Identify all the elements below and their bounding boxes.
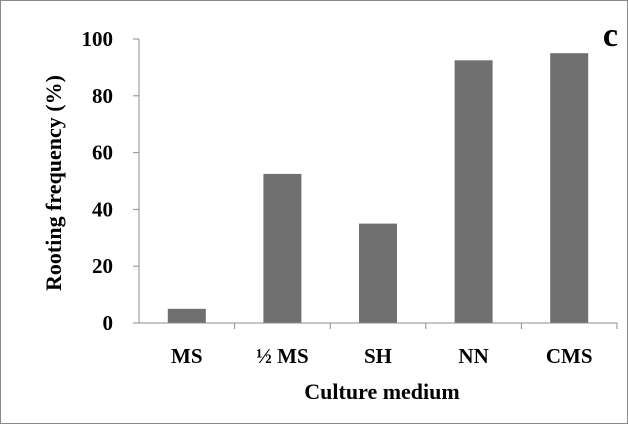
y-ticks-group: 0 20 40 60 80 100 [82,27,140,335]
bar [455,60,493,323]
bar [359,224,397,323]
x-axis-title: Culture medium [304,379,459,404]
x-ticks-group: MS ½ MS SH NN CMS [171,323,617,368]
bar [168,309,206,323]
x-tick-label: MS [171,344,203,368]
bars-group [168,53,588,323]
y-tick-label: 20 [92,254,113,278]
y-axis-title: Rooting frequency (%) [41,75,66,291]
bar [263,174,301,323]
x-tick-label: ½ MS [256,344,309,368]
panel-label: c [603,17,618,54]
x-tick-label: CMS [546,344,593,368]
y-tick-label: 100 [82,27,114,51]
y-tick-label: 80 [92,84,113,108]
bar [550,53,588,323]
x-tick-label: SH [364,344,392,368]
y-tick-label: 0 [103,311,114,335]
x-tick-label: NN [458,344,488,368]
y-tick-label: 40 [92,197,113,221]
y-tick-label: 60 [92,141,113,165]
